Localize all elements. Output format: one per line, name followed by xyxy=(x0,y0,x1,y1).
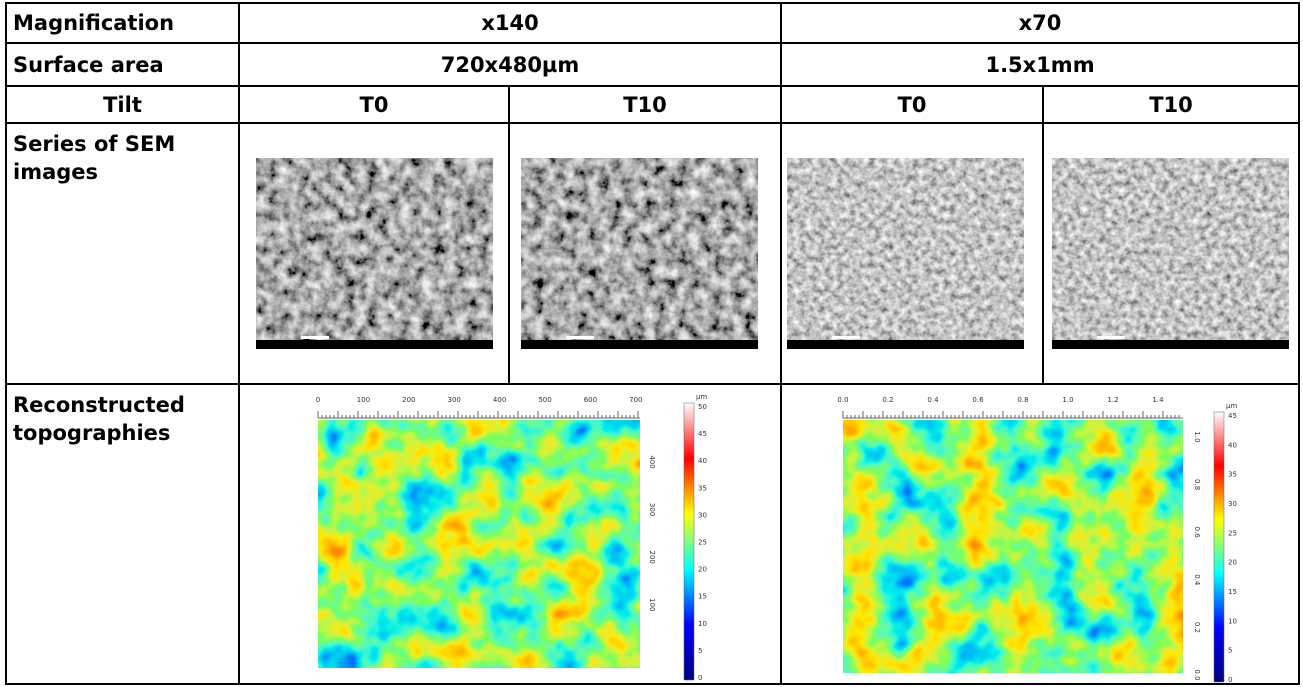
cell: x70 xyxy=(780,2,1301,44)
colorbar-tick-label: 15 xyxy=(1228,588,1237,596)
topography-map xyxy=(843,420,1183,673)
x-tick-label: 400 xyxy=(493,396,506,404)
sem-scale-bar xyxy=(301,336,329,339)
y-tick-label: 0.0 xyxy=(1193,669,1201,680)
colorbar-tick-label: 35 xyxy=(698,484,707,492)
sem-image xyxy=(787,158,1024,340)
y-tick-label: 200 xyxy=(648,551,656,564)
colorbar-tick-label: 0 xyxy=(698,674,702,682)
cell: 720x480µm xyxy=(237,42,783,87)
topography-map xyxy=(318,420,640,668)
cell: T0 xyxy=(238,85,510,124)
colorbar-unit: µm xyxy=(1226,402,1237,410)
cell: T0 xyxy=(780,85,1045,124)
colorbar-tick-label: 50 xyxy=(698,403,707,411)
x-tick-label: 0.6 xyxy=(972,396,984,404)
colorbar-tick-label: 20 xyxy=(698,566,707,574)
header-cell: Series of SEM images xyxy=(5,122,240,385)
y-tick-label: 0.6 xyxy=(1193,527,1201,539)
header-cell: Magnification xyxy=(5,2,240,44)
colorbar-tick-label: 0 xyxy=(1228,676,1232,684)
sem-image xyxy=(256,158,493,340)
colorbar-tick-label: 10 xyxy=(1228,617,1237,625)
sem-scale-bar xyxy=(832,336,860,339)
x-tick-label: 1.4 xyxy=(1152,396,1164,404)
sem-info-bar xyxy=(256,340,493,349)
colorbar-tick-label: 25 xyxy=(698,539,707,547)
y-tick-label: 100 xyxy=(648,598,656,611)
y-tick-label: 300 xyxy=(648,503,656,516)
x-tick-label: 0.0 xyxy=(837,396,848,404)
colorbar-tick-label: 40 xyxy=(698,457,707,465)
x-tick-label: 100 xyxy=(357,396,370,404)
y-tick-label: 0.2 xyxy=(1193,622,1201,633)
header-cell: Reconstructed topographies xyxy=(5,383,240,685)
colorbar-tick-label: 45 xyxy=(1228,412,1237,420)
sem-scale-bar xyxy=(566,336,594,339)
colorbar-tick-label: 35 xyxy=(1228,471,1237,479)
y-tick-label: 0.8 xyxy=(1193,479,1201,490)
colorbar-tick-label: 40 xyxy=(1228,441,1237,449)
colorbar-tick-label: 15 xyxy=(698,593,707,601)
sem-info-bar xyxy=(521,340,758,349)
cell: x140 xyxy=(237,2,783,44)
x-tick-label: 1.2 xyxy=(1107,396,1118,404)
x-tick-label: 500 xyxy=(538,396,551,404)
x-tick-label: 0.4 xyxy=(927,396,939,404)
colorbar-tick-label: 10 xyxy=(698,620,707,628)
x-tick-label: 300 xyxy=(448,396,461,404)
colorbar-tick-label: 45 xyxy=(698,430,707,438)
y-tick-label: 1.0 xyxy=(1193,431,1201,442)
x-tick-label: 0.8 xyxy=(1017,396,1028,404)
sem-info-bar xyxy=(1052,340,1289,349)
colorbar xyxy=(683,402,695,681)
row: Magnification x140 x70 xyxy=(5,2,1301,44)
colorbar xyxy=(1213,411,1225,683)
sem-image xyxy=(1052,158,1289,340)
cell: T10 xyxy=(1042,85,1301,124)
sem-scale-bar xyxy=(1097,336,1125,339)
colorbar-tick-label: 5 xyxy=(1228,647,1232,655)
colorbar-tick-label: 25 xyxy=(1228,529,1237,537)
x-tick-label: 600 xyxy=(584,396,597,404)
y-tick-label: 400 xyxy=(648,455,656,468)
x-tick-label: 200 xyxy=(402,396,415,404)
colorbar-tick-label: 30 xyxy=(1228,500,1237,508)
x-tick-label: 0 xyxy=(316,396,320,404)
sem-info-bar xyxy=(787,340,1024,349)
sem-image xyxy=(521,158,758,340)
header-cell: Tilt xyxy=(5,85,240,124)
colorbar-unit: µm xyxy=(696,393,707,401)
x-tick-label: 1.0 xyxy=(1062,396,1073,404)
row: Surface area 720x480µm 1.5x1mm xyxy=(5,42,1301,87)
y-tick-label: 0.4 xyxy=(1193,574,1201,586)
colorbar-tick-label: 30 xyxy=(698,511,707,519)
header-cell: Surface area xyxy=(5,42,240,87)
cell: 1.5x1mm xyxy=(780,42,1301,87)
row: Tilt T0 T10 T0 T10 xyxy=(5,85,1301,124)
colorbar-tick-label: 5 xyxy=(698,647,702,655)
colorbar-tick-label: 20 xyxy=(1228,559,1237,567)
cell: T10 xyxy=(507,85,783,124)
x-tick-label: 0.2 xyxy=(882,396,893,404)
x-tick-label: 700 xyxy=(629,396,642,404)
